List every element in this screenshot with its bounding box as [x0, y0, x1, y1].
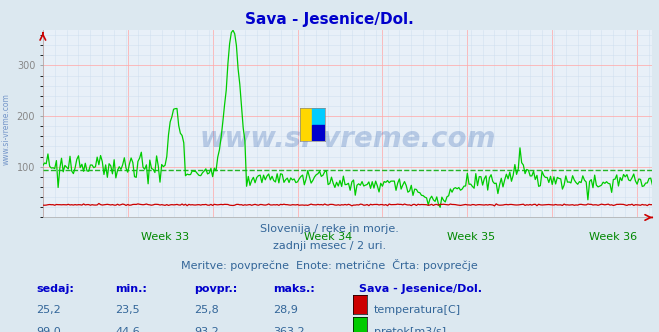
Text: Week 36: Week 36	[589, 232, 637, 242]
Bar	[300, 108, 312, 141]
Text: pretok[m3/s]: pretok[m3/s]	[374, 327, 445, 332]
Text: sedaj:: sedaj:	[36, 284, 74, 294]
Text: 25,8: 25,8	[194, 305, 219, 315]
Bar	[312, 108, 325, 124]
Text: Week 33: Week 33	[141, 232, 189, 242]
Text: Slovenija / reke in morje.: Slovenija / reke in morje.	[260, 224, 399, 234]
Text: maks.:: maks.:	[273, 284, 315, 294]
Text: 25,2: 25,2	[36, 305, 61, 315]
Text: www.si-vreme.com: www.si-vreme.com	[2, 94, 11, 165]
Text: povpr.:: povpr.:	[194, 284, 238, 294]
Bar	[312, 124, 325, 141]
Text: zadnji mesec / 2 uri.: zadnji mesec / 2 uri.	[273, 241, 386, 251]
Text: Week 35: Week 35	[447, 232, 495, 242]
Text: 23,5: 23,5	[115, 305, 140, 315]
Text: Sava - Jesenice/Dol.: Sava - Jesenice/Dol.	[359, 284, 482, 294]
Text: www.si-vreme.com: www.si-vreme.com	[200, 125, 496, 153]
Text: 93,2: 93,2	[194, 327, 219, 332]
Text: Meritve: povprečne  Enote: metrične  Črta: povprečje: Meritve: povprečne Enote: metrične Črta:…	[181, 259, 478, 271]
Text: 363,2: 363,2	[273, 327, 305, 332]
Text: temperatura[C]: temperatura[C]	[374, 305, 461, 315]
Text: min.:: min.:	[115, 284, 147, 294]
Text: Week 34: Week 34	[304, 232, 352, 242]
Text: Sava - Jesenice/Dol.: Sava - Jesenice/Dol.	[245, 12, 414, 27]
Text: 99,0: 99,0	[36, 327, 61, 332]
Text: 44,6: 44,6	[115, 327, 140, 332]
Text: 28,9: 28,9	[273, 305, 299, 315]
